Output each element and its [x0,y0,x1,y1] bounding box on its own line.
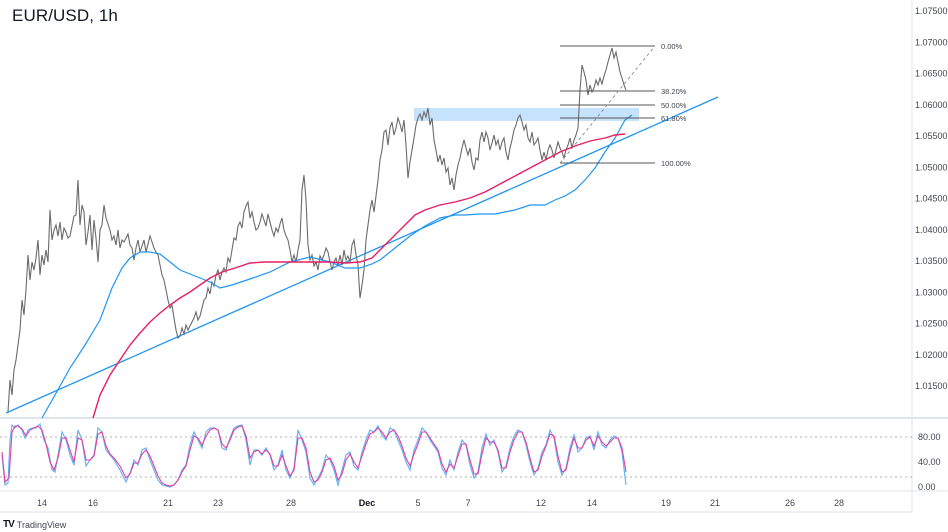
price-axis-label: 1.04000 [915,225,948,235]
price-axis-label: 1.03500 [915,256,948,266]
stochastic-panel[interactable] [0,422,912,488]
time-axis-label: 26 [785,498,795,508]
oscillator-axis-label: 80.00 [918,432,941,442]
resistance-zone[interactable] [414,108,639,121]
time-axis[interactable]: 14 16 21 23 28 Dec 5 7 12 14 19 21 26 28 [37,498,844,508]
time-axis-label: Dec [359,498,376,508]
fib-label-0: 0.00% [661,42,683,51]
price-axis-label: 1.06000 [915,100,948,110]
time-axis-label: 19 [661,498,671,508]
panel-frame [0,0,948,513]
time-axis-label: 5 [415,498,420,508]
price-axis-label: 1.01500 [915,381,948,391]
price-axis[interactable]: 1.07500 1.07000 1.06500 1.06000 1.05500 1.050… [915,6,948,391]
symbol-title: EUR/USD, 1h [12,6,118,25]
oscillator-axis[interactable]: 80.00 40.00 0.00 [918,432,941,492]
tradingview-mark-icon: TV [3,519,15,530]
time-axis-label: 14 [37,498,47,508]
rising-trendline[interactable] [5,96,719,414]
price-axis-label: 1.05000 [915,162,948,172]
time-axis-label: 7 [465,498,470,508]
oscillator-axis-label: 40.00 [918,457,941,467]
price-axis-label: 1.07000 [915,37,948,47]
stochastic-d-line [1,425,627,487]
price-series [7,47,627,413]
tradingview-logo[interactable]: TV TradingView [3,519,66,530]
time-axis-label: 21 [710,498,720,508]
price-axis-label: 1.03000 [915,287,948,297]
fibonacci-retracement[interactable]: 0.00% 38.20% 50.00% 61.80% 100.00% [559,42,691,168]
stochastic-k-line [1,422,627,488]
price-axis-label: 1.02000 [915,350,948,360]
time-axis-label: 14 [587,498,597,508]
time-axis-label: 12 [536,498,546,508]
oscillator-axis-label: 0.00 [918,482,936,492]
time-axis-label: 16 [88,498,98,508]
tradingview-brand-text: TradingView [16,519,67,530]
price-axis-label: 1.05500 [915,131,948,141]
price-axis-label: 1.07500 [915,6,948,16]
fib-label-382: 38.20% [661,87,687,96]
time-axis-label: 23 [213,498,223,508]
moving-average-fast[interactable] [41,114,633,419]
price-axis-label: 1.06500 [915,69,948,79]
fib-label-50: 50.00% [661,101,687,110]
fib-label-100: 100.00% [661,159,691,168]
price-axis-label: 1.04500 [915,194,948,204]
time-axis-label: 28 [834,498,844,508]
time-axis-label: 21 [163,498,173,508]
price-axis-label: 1.02500 [915,319,948,329]
time-axis-label: 28 [286,498,296,508]
fib-label-618: 61.80% [661,114,687,123]
moving-average-slow[interactable] [92,133,626,419]
